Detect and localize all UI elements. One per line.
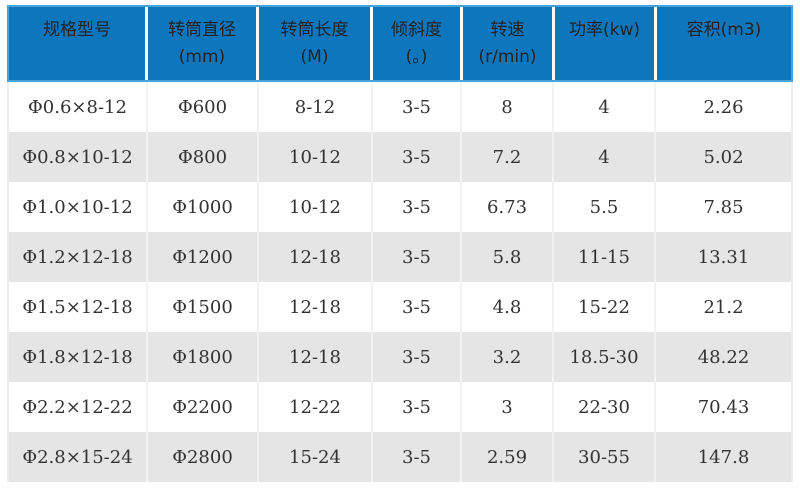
cell-length: 15-24: [259, 432, 371, 482]
cell-speed: 3.2: [462, 332, 552, 382]
cell-speed: 4.8: [462, 282, 552, 332]
cell-diameter: Φ600: [148, 82, 257, 132]
cell-inclination: 3-5: [373, 132, 460, 182]
cell-volume: 5.02: [656, 132, 791, 182]
table-header-row: 规格型号 转筒直径 (mm) 转筒长度 (M) 倾斜度 (。) 转速 (r/mi…: [7, 5, 793, 82]
cell-speed: 6.73: [462, 182, 552, 232]
header-cell-model: 规格型号: [9, 7, 145, 80]
header-cell-rotate-speed: 转速 (r/min): [463, 7, 552, 80]
header-label: 转速: [490, 20, 525, 40]
cell-model: Φ0.6×8-12: [9, 82, 146, 132]
header-unit: (。): [405, 47, 428, 67]
cell-power: 11-15: [554, 232, 654, 282]
cell-volume: 21.2: [656, 282, 791, 332]
cell-speed: 7.2: [462, 132, 552, 182]
cell-length: 12-18: [259, 232, 371, 282]
cell-power: 5.5: [554, 182, 654, 232]
cell-model: Φ1.0×10-12: [9, 182, 146, 232]
cell-length: 10-12: [259, 132, 371, 182]
cell-inclination: 3-5: [373, 232, 460, 282]
cell-inclination: 3-5: [373, 82, 460, 132]
cell-power: 4: [554, 132, 654, 182]
cell-diameter: Φ800: [148, 132, 257, 182]
header-label: 转筒长度: [280, 20, 349, 40]
cell-speed: 3: [462, 382, 552, 432]
cell-diameter: Φ1000: [148, 182, 257, 232]
cell-power: 30-55: [554, 432, 654, 482]
header-unit: (r/min): [478, 47, 537, 67]
table-row: Φ2.2×12-22 Φ2200 12-22 3-5 3 22-30 70.43: [9, 382, 791, 432]
cell-model: Φ0.8×10-12: [9, 132, 146, 182]
cell-model: Φ1.8×12-18: [9, 332, 146, 382]
cell-inclination: 3-5: [373, 282, 460, 332]
header-cell-inclination: 倾斜度 (。): [373, 7, 460, 80]
header-cell-drum-diameter: 转筒直径 (mm): [148, 7, 256, 80]
cell-inclination: 3-5: [373, 332, 460, 382]
header-unit: (mm): [178, 47, 226, 67]
cell-length: 12-18: [259, 282, 371, 332]
cell-speed: 8: [462, 82, 552, 132]
cell-model: Φ2.8×15-24: [9, 432, 146, 482]
cell-power: 15-22: [554, 282, 654, 332]
cell-length: 10-12: [259, 182, 371, 232]
cell-speed: 2.59: [462, 432, 552, 482]
cell-model: Φ2.2×12-22: [9, 382, 146, 432]
table-row: Φ1.0×10-12 Φ1000 10-12 3-5 6.73 5.5 7.85: [9, 182, 791, 232]
cell-volume: 147.8: [656, 432, 791, 482]
header-cell-power: 功率(kw): [555, 7, 654, 80]
cell-speed: 5.8: [462, 232, 552, 282]
header-unit: (M): [300, 47, 329, 67]
header-cell-volume: 容积(m3): [657, 7, 791, 80]
header-label: 容积(m3): [686, 20, 762, 40]
table-row: Φ0.6×8-12 Φ600 8-12 3-5 8 4 2.26: [9, 82, 791, 132]
table-row: Φ1.5×12-18 Φ1500 12-18 3-5 4.8 15-22 21.…: [9, 282, 791, 332]
table-row: Φ0.8×10-12 Φ800 10-12 3-5 7.2 4 5.02: [9, 132, 791, 182]
cell-diameter: Φ1800: [148, 332, 257, 382]
header-label: 转筒直径: [168, 20, 236, 40]
cell-model: Φ1.2×12-18: [9, 232, 146, 282]
cell-model: Φ1.5×12-18: [9, 282, 146, 332]
cell-length: 12-18: [259, 332, 371, 382]
header-cell-drum-length: 转筒长度 (M): [259, 7, 370, 80]
header-label: 功率(kw): [568, 20, 640, 40]
cell-inclination: 3-5: [373, 382, 460, 432]
cell-power: 18.5-30: [554, 332, 654, 382]
cell-diameter: Φ1200: [148, 232, 257, 282]
cell-volume: 48.22: [656, 332, 791, 382]
cell-length: 8-12: [259, 82, 371, 132]
cell-inclination: 3-5: [373, 182, 460, 232]
cell-length: 12-22: [259, 382, 371, 432]
header-label: 倾斜度: [391, 20, 442, 40]
cell-diameter: Φ2200: [148, 382, 257, 432]
cell-diameter: Φ2800: [148, 432, 257, 482]
cell-power: 22-30: [554, 382, 654, 432]
cell-volume: 2.26: [656, 82, 791, 132]
table-row: Φ2.8×15-24 Φ2800 15-24 3-5 2.59 30-55 14…: [9, 432, 791, 482]
cell-volume: 13.31: [656, 232, 791, 282]
cell-diameter: Φ1500: [148, 282, 257, 332]
table-row: Φ1.8×12-18 Φ1800 12-18 3-5 3.2 18.5-30 4…: [9, 332, 791, 382]
cell-volume: 70.43: [656, 382, 791, 432]
header-label: 规格型号: [43, 20, 111, 40]
table-body: Φ0.6×8-12 Φ600 8-12 3-5 8 4 2.26 Φ0.8×10…: [7, 82, 793, 482]
cell-power: 4: [554, 82, 654, 132]
cell-volume: 7.85: [656, 182, 791, 232]
cell-inclination: 3-5: [373, 432, 460, 482]
specification-table: 规格型号 转筒直径 (mm) 转筒长度 (M) 倾斜度 (。) 转速 (r/mi…: [7, 5, 793, 482]
table-row: Φ1.2×12-18 Φ1200 12-18 3-5 5.8 11-15 13.…: [9, 232, 791, 282]
